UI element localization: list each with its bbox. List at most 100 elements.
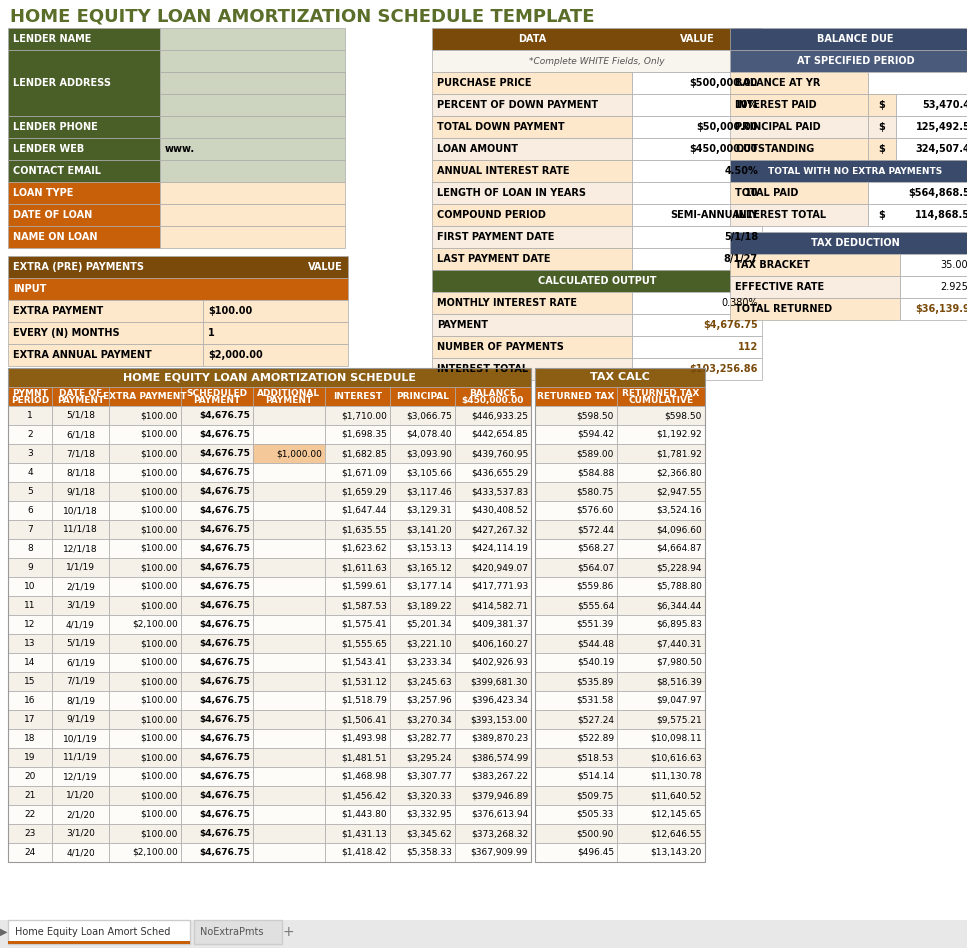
Text: $4,664.87: $4,664.87	[657, 544, 702, 553]
FancyBboxPatch shape	[455, 805, 531, 824]
FancyBboxPatch shape	[181, 691, 253, 710]
Text: $1,611.63: $1,611.63	[341, 563, 387, 572]
FancyBboxPatch shape	[181, 615, 253, 634]
FancyBboxPatch shape	[8, 941, 190, 944]
Text: 2/1/20: 2/1/20	[66, 810, 95, 819]
Text: PAYMENT: PAYMENT	[57, 396, 104, 405]
Text: $1,481.51: $1,481.51	[341, 753, 387, 762]
Text: PURCHASE PRICE: PURCHASE PRICE	[437, 78, 532, 88]
FancyBboxPatch shape	[617, 444, 705, 463]
Text: $1,543.41: $1,543.41	[341, 658, 387, 667]
FancyBboxPatch shape	[455, 577, 531, 596]
FancyBboxPatch shape	[160, 160, 345, 182]
Text: $580.75: $580.75	[576, 487, 614, 496]
FancyBboxPatch shape	[617, 539, 705, 558]
FancyBboxPatch shape	[8, 28, 160, 50]
Text: $399,681.30: $399,681.30	[471, 677, 528, 686]
Text: PYMNT: PYMNT	[12, 389, 48, 397]
Text: $4,676.75: $4,676.75	[199, 468, 250, 477]
Text: PERIOD: PERIOD	[11, 396, 49, 405]
FancyBboxPatch shape	[109, 615, 181, 634]
Text: $3,189.22: $3,189.22	[406, 601, 452, 610]
FancyBboxPatch shape	[617, 558, 705, 577]
Text: EVERY (N) MONTHS: EVERY (N) MONTHS	[13, 328, 120, 338]
Text: $5,228.94: $5,228.94	[657, 563, 702, 572]
FancyBboxPatch shape	[325, 539, 390, 558]
FancyBboxPatch shape	[632, 116, 762, 138]
FancyBboxPatch shape	[432, 226, 632, 248]
FancyBboxPatch shape	[8, 577, 52, 596]
FancyBboxPatch shape	[253, 805, 325, 824]
Text: $576.60: $576.60	[576, 506, 614, 515]
Text: AT SPECIFIED PERIOD: AT SPECIFIED PERIOD	[797, 56, 915, 66]
FancyBboxPatch shape	[455, 463, 531, 482]
Text: $1,659.29: $1,659.29	[341, 487, 387, 496]
Text: $584.88: $584.88	[576, 468, 614, 477]
Text: $1,443.80: $1,443.80	[341, 810, 387, 819]
Text: 10/1/19: 10/1/19	[63, 734, 98, 743]
Text: $3,093.90: $3,093.90	[406, 449, 452, 458]
FancyBboxPatch shape	[617, 767, 705, 786]
Text: $5,358.33: $5,358.33	[406, 848, 452, 857]
FancyBboxPatch shape	[109, 786, 181, 805]
Text: $100.00: $100.00	[140, 525, 178, 534]
Text: TAX CALC: TAX CALC	[590, 373, 650, 382]
FancyBboxPatch shape	[109, 482, 181, 501]
FancyBboxPatch shape	[160, 138, 345, 160]
FancyBboxPatch shape	[432, 182, 632, 204]
FancyBboxPatch shape	[535, 596, 617, 615]
Text: PAYMENT: PAYMENT	[265, 396, 312, 405]
Text: $100.00: $100.00	[140, 753, 178, 762]
Text: 2.925%: 2.925%	[940, 282, 967, 292]
Text: $442,654.85: $442,654.85	[471, 430, 528, 439]
FancyBboxPatch shape	[535, 615, 617, 634]
FancyBboxPatch shape	[390, 615, 455, 634]
FancyBboxPatch shape	[52, 482, 109, 501]
FancyBboxPatch shape	[109, 729, 181, 748]
FancyBboxPatch shape	[390, 482, 455, 501]
FancyBboxPatch shape	[109, 767, 181, 786]
FancyBboxPatch shape	[617, 634, 705, 653]
Text: $4,676.75: $4,676.75	[199, 487, 250, 496]
FancyBboxPatch shape	[8, 653, 52, 672]
FancyBboxPatch shape	[253, 634, 325, 653]
FancyBboxPatch shape	[868, 94, 896, 116]
Text: TAX BRACKET: TAX BRACKET	[735, 260, 810, 270]
FancyBboxPatch shape	[632, 248, 762, 270]
FancyBboxPatch shape	[535, 425, 617, 444]
FancyBboxPatch shape	[617, 843, 705, 862]
FancyBboxPatch shape	[535, 653, 617, 672]
Text: LAST PAYMENT DATE: LAST PAYMENT DATE	[437, 254, 550, 264]
Text: $2,100.00: $2,100.00	[132, 848, 178, 857]
FancyBboxPatch shape	[109, 691, 181, 710]
Text: $568.27: $568.27	[576, 544, 614, 553]
FancyBboxPatch shape	[52, 406, 109, 425]
FancyBboxPatch shape	[253, 653, 325, 672]
FancyBboxPatch shape	[52, 824, 109, 843]
Text: $496.45: $496.45	[577, 848, 614, 857]
Text: $430,408.52: $430,408.52	[471, 506, 528, 515]
Text: LENDER ADDRESS: LENDER ADDRESS	[13, 78, 111, 88]
FancyBboxPatch shape	[730, 50, 967, 72]
Text: 7/1/18: 7/1/18	[66, 449, 95, 458]
Text: 7/1/19: 7/1/19	[66, 677, 95, 686]
FancyBboxPatch shape	[432, 358, 632, 380]
Text: $531.58: $531.58	[576, 696, 614, 705]
Text: $7,440.31: $7,440.31	[657, 639, 702, 648]
FancyBboxPatch shape	[160, 72, 345, 94]
FancyBboxPatch shape	[181, 406, 253, 425]
FancyBboxPatch shape	[325, 653, 390, 672]
Text: 6: 6	[27, 506, 33, 515]
Text: $11,130.78: $11,130.78	[651, 772, 702, 781]
Text: $1,531.12: $1,531.12	[341, 677, 387, 686]
Text: $564.07: $564.07	[576, 563, 614, 572]
Text: 8/1/18: 8/1/18	[66, 468, 95, 477]
Text: $3,105.66: $3,105.66	[406, 468, 452, 477]
Text: $3,282.77: $3,282.77	[406, 734, 452, 743]
FancyBboxPatch shape	[8, 482, 52, 501]
FancyBboxPatch shape	[868, 204, 967, 226]
FancyBboxPatch shape	[8, 368, 531, 387]
Text: 3/1/19: 3/1/19	[66, 601, 95, 610]
FancyBboxPatch shape	[253, 786, 325, 805]
Text: $544.48: $544.48	[577, 639, 614, 648]
